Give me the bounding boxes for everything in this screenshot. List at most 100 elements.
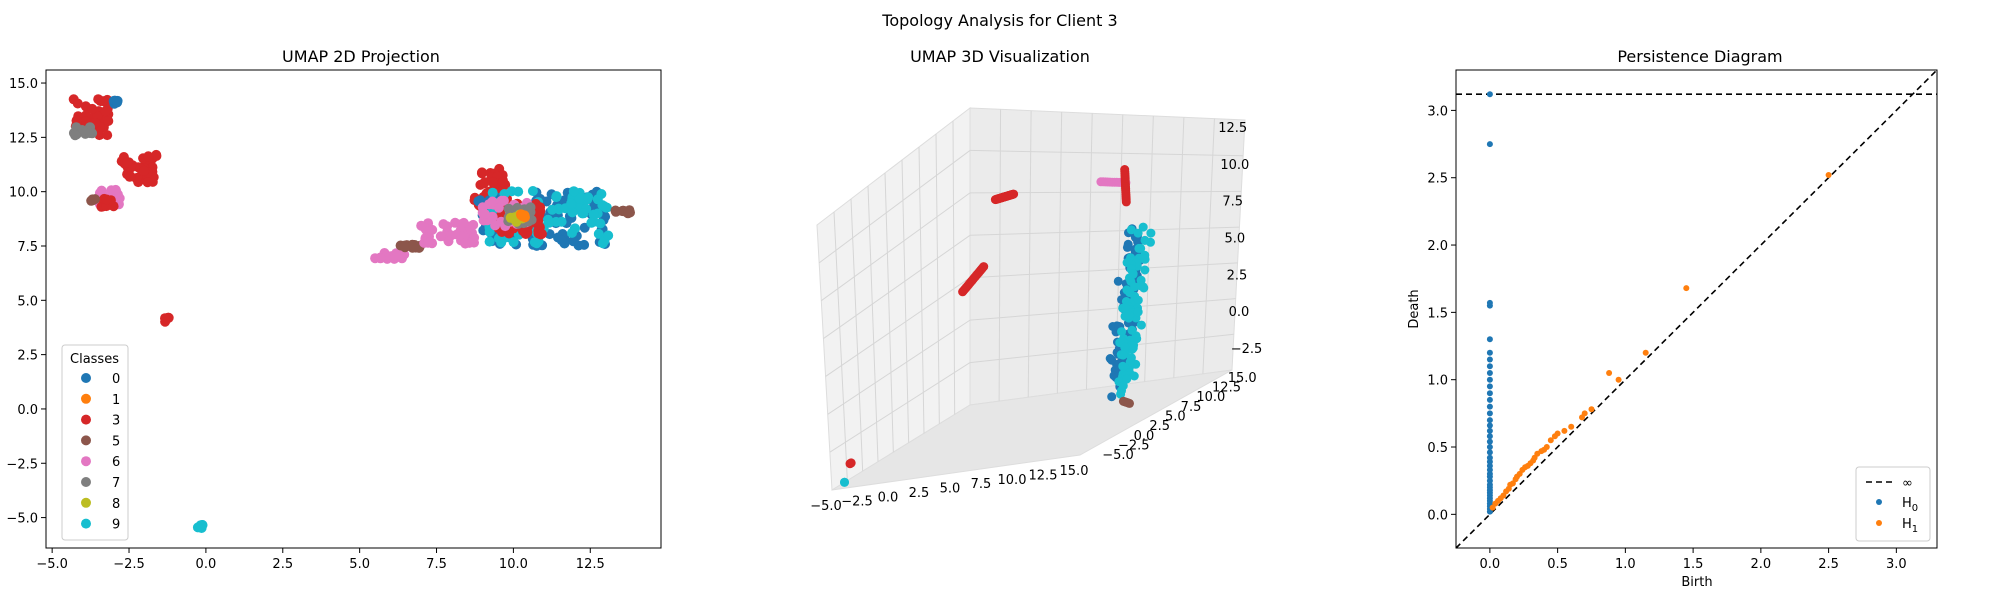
persistence-point-h0 [1486, 427, 1493, 434]
umap-2d-point [468, 219, 479, 230]
umap-2d-point [143, 151, 154, 162]
grid-line [1173, 117, 1185, 378]
umap-3d-point [1125, 398, 1134, 408]
umap-3d-point [1125, 357, 1135, 367]
umap-3d-point [1116, 389, 1126, 399]
umap-2d-point [588, 209, 599, 220]
umap-2d-point [544, 217, 555, 228]
grid-line [823, 234, 971, 339]
y-tick-label: 2.5 [1149, 419, 1170, 434]
legend-marker [81, 477, 91, 487]
z-tick-label: −2.5 [1231, 342, 1263, 357]
umap-2d-point [160, 313, 170, 324]
umap-2d-point [595, 218, 606, 229]
umap-3d-point [1128, 269, 1138, 279]
persistence-point-h1 [1561, 427, 1568, 434]
z-tick-label: 5.0 [1225, 232, 1246, 247]
persistence-point-h0 [1486, 403, 1493, 410]
grid-line [998, 109, 1002, 402]
z-tick-label: 2.5 [1227, 268, 1248, 283]
persistence-point-h1 [1581, 410, 1588, 417]
umap-2d-point [527, 186, 538, 196]
grid-line [833, 211, 848, 481]
umap-2d-point [98, 96, 108, 107]
y-tick-label: 10.0 [1196, 390, 1225, 405]
umap-3d-point [1134, 243, 1144, 253]
grid-line [850, 198, 864, 472]
grid-line [952, 120, 956, 415]
persistence-point-h0 [1486, 390, 1493, 397]
legend-box [61, 344, 129, 541]
umap-2d-points [68, 94, 635, 533]
x-tick-label: 10.0 [998, 473, 1027, 488]
persistence-point-h0 [1486, 356, 1493, 363]
x-tick-label: 2.5 [909, 486, 930, 501]
umap-3d-point [1130, 282, 1139, 292]
umap-2d-point [110, 184, 121, 195]
z-tick-label: 10.0 [1220, 158, 1249, 173]
diagonal-line [1455, 69, 1938, 549]
umap-2d-legend: Classes 0 1 3 5 6 7 8 9 [61, 344, 129, 541]
umap-2d-point [416, 220, 427, 231]
persistence-point-h0 [1486, 422, 1493, 429]
persistence-point-h0 [1486, 370, 1493, 376]
umap-2d-point [87, 103, 98, 114]
y-tick-label: 12.5 [9, 131, 38, 146]
umap-2d-point [427, 224, 438, 235]
umap-3d-point [1127, 325, 1137, 335]
grid-line [1085, 113, 1093, 390]
umap-2d-point [114, 193, 125, 204]
legend-marker [81, 393, 91, 404]
umap-2d-point [195, 520, 206, 531]
umap-2d-point [375, 253, 386, 264]
umap-3d-title: UMAP 3D Visualization [910, 47, 1090, 66]
grid-line [969, 149, 1244, 157]
umap-3d-point [979, 262, 989, 272]
umap-2d-title: UMAP 2D Projection [282, 47, 440, 66]
legend-label: 5 [112, 434, 120, 449]
umap-2d-point [438, 219, 449, 230]
umap-2d-point [487, 177, 498, 187]
umap-2d-point [151, 149, 162, 160]
grid-line [1144, 115, 1154, 382]
grid-line [829, 362, 971, 453]
umap-2d-point [535, 202, 546, 213]
umap-3d-point [1127, 341, 1137, 351]
persistence-point-h0 [1486, 141, 1493, 148]
legend-label: 6 [112, 455, 120, 470]
x-tick-label: 12.5 [576, 557, 605, 572]
umap-2d-point [458, 217, 469, 228]
y-tick-label: 0.0 [1134, 429, 1155, 444]
y-tick-label: 5.0 [1165, 410, 1186, 425]
persistence-point-h0 [1486, 477, 1493, 484]
umap-2d-point [477, 167, 487, 178]
legend-title: Classes [70, 352, 119, 367]
persistence-ticks: 0.0 0.5 1.0 1.5 2.0 2.5 3.0 0.0 0.5 1.0 1.5 2.0 2.5 3… [1427, 104, 1906, 572]
persistence-point-h0 [1486, 454, 1493, 461]
umap-2d-point [574, 193, 585, 204]
persistence-point-h1 [1825, 172, 1832, 178]
umap-2d-point [112, 97, 123, 108]
persistence-point-h1 [1568, 423, 1575, 430]
y-tick-label: −2.5 [6, 457, 38, 472]
umap-3d-grid [818, 109, 1244, 481]
grid-line [818, 150, 971, 264]
persistence-point-h0 [1486, 449, 1493, 456]
umap-3d-point [1133, 295, 1143, 305]
umap-3d-point [1118, 381, 1128, 391]
y-tick-label: 0.0 [1427, 508, 1448, 523]
umap-2d-point [547, 204, 558, 215]
legend-marker [81, 435, 91, 446]
persistence-point-h0 [1486, 376, 1493, 383]
x-tick-label: 15.0 [1060, 464, 1089, 479]
umap-2d-point [568, 186, 579, 197]
umap-3d-point [1129, 371, 1139, 381]
x-tick-label: 3.0 [1886, 557, 1907, 572]
persistence-point-h1 [1606, 370, 1613, 376]
umap-2d-point [503, 203, 514, 214]
x-tick-label: 0.0 [196, 557, 217, 572]
x-tick-label: −2.5 [113, 557, 145, 572]
figure-suptitle: Topology Analysis for Client 3 [881, 11, 1117, 30]
grid-line [935, 133, 940, 424]
y-tick-label: 3.0 [1427, 104, 1448, 119]
